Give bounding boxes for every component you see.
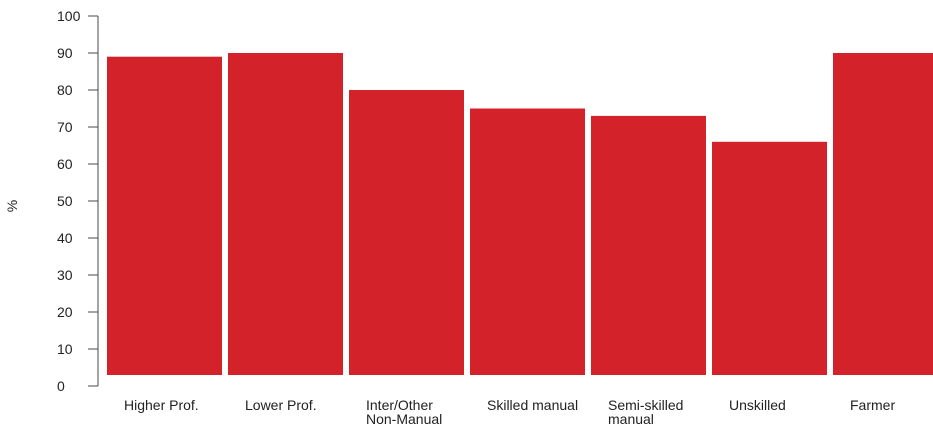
x-category-label: Higher Prof. xyxy=(124,397,199,413)
bar xyxy=(228,53,343,375)
x-category-label: Unskilled xyxy=(729,397,786,413)
bar xyxy=(591,115,706,376)
y-tick-label: 20 xyxy=(57,304,73,320)
bar xyxy=(833,53,933,375)
y-axis-title: % xyxy=(4,200,20,212)
y-tick-label: 10 xyxy=(57,341,73,357)
x-category-label: Lower Prof. xyxy=(245,397,317,413)
bars xyxy=(107,53,933,376)
y-tick-label: 80 xyxy=(57,82,73,98)
y-tick-label: 40 xyxy=(57,230,73,246)
y-tick-label: 90 xyxy=(57,45,73,61)
y-tick-label: 30 xyxy=(57,267,73,283)
bar xyxy=(107,56,222,375)
x-category-label: Skilled manual xyxy=(487,397,578,413)
y-axis: 0 10 20 30 40 50 60 70 80 90 100 xyxy=(57,8,99,394)
bar xyxy=(712,141,827,375)
x-category-label: Farmer xyxy=(850,397,895,413)
x-category-label: Inter/Other Non-Manual xyxy=(366,397,442,427)
y-tick-label: 70 xyxy=(57,119,73,135)
y-tick-label: 0 xyxy=(57,378,65,394)
bar xyxy=(470,108,585,375)
bar xyxy=(349,90,464,375)
y-tick-label: 100 xyxy=(57,8,81,24)
x-category-label: Semi-skilled manual xyxy=(608,397,683,427)
y-tick-label: 60 xyxy=(57,156,73,172)
x-axis-labels: Higher Prof. Lower Prof. Inter/Other Non-Ma… xyxy=(124,397,895,427)
y-tick-label: 50 xyxy=(57,193,73,209)
